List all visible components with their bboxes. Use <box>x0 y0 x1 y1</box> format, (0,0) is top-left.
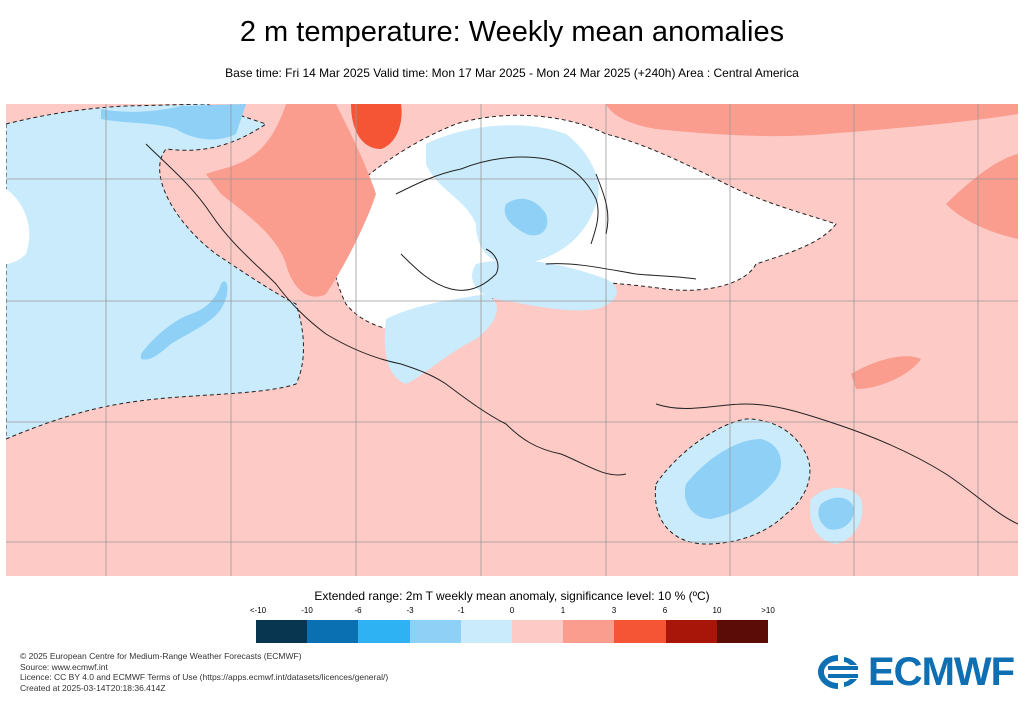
coastlines <box>145 143 1018 525</box>
legend-title: Extended range: 2m T weekly mean anomaly… <box>314 589 710 603</box>
map-grid <box>6 104 1018 576</box>
ecmwf-logo: ECMWF <box>814 649 1015 694</box>
legend-tick: -1 <box>457 606 465 615</box>
gulf-blue-patch <box>504 198 548 236</box>
legend-tick: >10 <box>761 606 775 615</box>
central-america-cold <box>384 294 497 384</box>
venezuela-blue-core <box>684 439 781 519</box>
legend-swatch <box>563 620 615 643</box>
legend-tick: -3 <box>406 606 414 615</box>
footer-credits: © 2025 European Centre for Medium-Range … <box>20 651 388 693</box>
legend-swatch <box>716 620 769 643</box>
legend-tick: 1 <box>560 606 566 615</box>
texas-hot-spot <box>351 104 402 149</box>
mexico-warm-anomaly <box>206 104 376 297</box>
pacific-cold-anomaly <box>6 104 304 440</box>
anomaly-map <box>6 104 1018 576</box>
pacific-blue-north <box>101 104 246 140</box>
east-warm-patch <box>946 154 1018 239</box>
footer-created: Created at 2025-03-14T20:18:36.414Z <box>20 682 166 693</box>
page-subtitle: Base time: Fri 14 Mar 2025 Valid time: M… <box>225 66 799 80</box>
legend-swatch <box>307 620 359 643</box>
gulf-cold-anomaly <box>426 125 599 265</box>
legend-swatch <box>614 620 666 643</box>
caribbean-cold-anomaly <box>472 259 617 311</box>
legend-swatch <box>460 620 513 643</box>
legend-swatch <box>409 620 461 643</box>
ecmwf-logo-text: ECMWF <box>868 649 1015 694</box>
legend-tick: -6 <box>354 606 362 615</box>
legend-tick: 3 <box>611 606 617 615</box>
legend-tick: 10 <box>712 606 722 615</box>
legend-swatch <box>665 620 717 643</box>
legend-swatch <box>256 620 308 643</box>
legend-tick: <-10 <box>249 606 267 615</box>
pacific-blue-streak <box>141 281 228 360</box>
footer-licence: Licence: CC BY 4.0 and ECMWF Terms of Us… <box>20 672 389 682</box>
west-neutral <box>6 189 30 264</box>
mid-atlantic-warm <box>851 356 921 389</box>
legend-ticks: <-10 -10 -6 -3 -1 0 1 3 6 10 >10 <box>0 606 1024 618</box>
legend-swatch <box>512 620 564 643</box>
atlantic-warm-band <box>606 104 1018 137</box>
legend-swatch <box>358 620 410 643</box>
page-title: 2 m temperature: Weekly mean anomalies <box>239 16 785 48</box>
footer-source: Source: www.ecmwf.int <box>20 661 108 672</box>
ecmwf-logo-icon <box>818 655 858 689</box>
legend-colorbar <box>256 620 769 643</box>
legend-tick: 6 <box>662 606 668 615</box>
footer-copyright: © 2025 European Centre for Medium-Range … <box>20 651 302 661</box>
guyana-blue-core <box>818 497 854 530</box>
legend-tick: 0 <box>509 606 515 615</box>
legend-tick: -10 <box>301 606 313 615</box>
